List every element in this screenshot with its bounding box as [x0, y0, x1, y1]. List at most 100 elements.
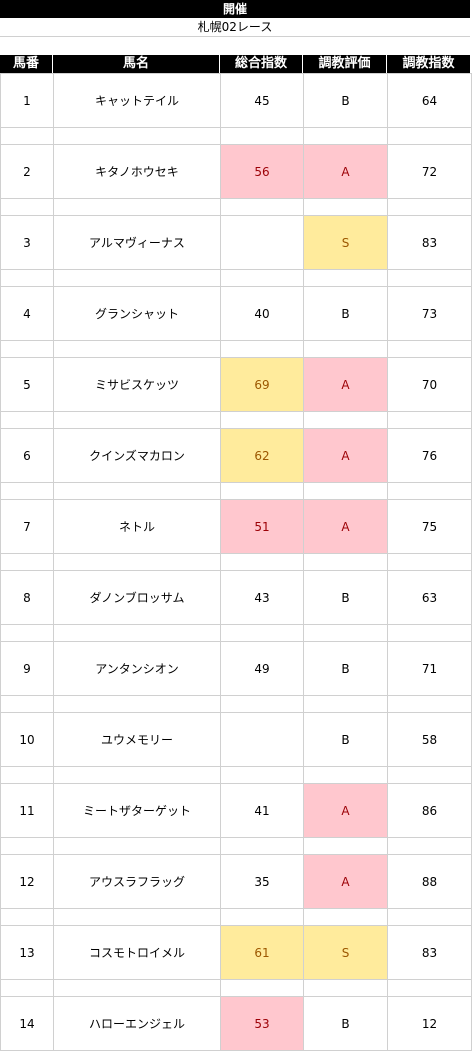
race-subtitle: 札幌02レース — [0, 19, 470, 37]
cell-total-index: 40 — [220, 286, 304, 341]
cell-horse-name: ユウメモリー — [53, 712, 221, 767]
spacer-cell — [220, 837, 304, 855]
spacer-cell — [220, 127, 304, 145]
spacer-row — [0, 624, 472, 642]
spacer-cell — [53, 624, 221, 642]
cell-training-grade: A — [303, 499, 388, 554]
cell-training-index: 64 — [387, 73, 472, 128]
cell-training-grade: B — [303, 641, 388, 696]
cell-training-index: 71 — [387, 641, 472, 696]
spacer-row — [0, 908, 472, 926]
col-header-idx: 調教指数 — [387, 55, 470, 73]
spacer-cell — [387, 695, 472, 713]
table-row: 9 アンタンシオン 49 B 71 — [0, 641, 472, 696]
cell-horse-number: 8 — [0, 570, 54, 625]
spacer-cell — [303, 482, 388, 500]
table-row: 11 ミートザターゲット 41 A 86 — [0, 783, 472, 838]
cell-training-grade: A — [303, 783, 388, 838]
cell-horse-number: 5 — [0, 357, 54, 412]
cell-training-index: 76 — [387, 428, 472, 483]
spacer-cell — [303, 624, 388, 642]
spacer-cell — [220, 695, 304, 713]
cell-horse-name: アンタンシオン — [53, 641, 221, 696]
spacer-cell — [220, 482, 304, 500]
spacer-cell — [0, 127, 54, 145]
spacer-cell — [53, 553, 221, 571]
cell-training-grade: A — [303, 144, 388, 199]
spacer-cell — [53, 269, 221, 287]
cell-training-index: 12 — [387, 996, 472, 1051]
cell-horse-number: 4 — [0, 286, 54, 341]
table-row: 3 アルマヴィーナス S 83 — [0, 215, 472, 270]
cell-training-index: 83 — [387, 215, 472, 270]
spacer-cell — [303, 766, 388, 784]
spacer-cell — [0, 482, 54, 500]
spacer-cell — [53, 837, 221, 855]
cell-training-index: 63 — [387, 570, 472, 625]
cell-horse-number: 1 — [0, 73, 54, 128]
spacer-cell — [387, 269, 472, 287]
spacer-cell — [387, 340, 472, 358]
spacer-cell — [303, 127, 388, 145]
spacer-cell — [53, 411, 221, 429]
cell-horse-name: ミートザターゲット — [53, 783, 221, 838]
spacer-cell — [220, 411, 304, 429]
cell-horse-name: コスモトロイメル — [53, 925, 221, 980]
cell-total-index: 49 — [220, 641, 304, 696]
cell-training-grade: S — [303, 215, 388, 270]
spacer-cell — [53, 979, 221, 997]
col-header-name: 馬名 — [53, 55, 219, 73]
page-title: 開催 — [0, 0, 470, 18]
spacer-cell — [53, 482, 221, 500]
spacer-cell — [303, 198, 388, 216]
cell-horse-number: 13 — [0, 925, 54, 980]
table-row: 14 ハローエンジェル 53 B 12 — [0, 996, 472, 1051]
spacer-cell — [387, 198, 472, 216]
cell-training-grade: B — [303, 286, 388, 341]
table-row: 8 ダノンブロッサム 43 B 63 — [0, 570, 472, 625]
cell-training-index: 88 — [387, 854, 472, 909]
spacer-cell — [387, 411, 472, 429]
cell-total-index: 43 — [220, 570, 304, 625]
cell-training-grade: A — [303, 428, 388, 483]
spacer-cell — [53, 695, 221, 713]
spacer-cell — [387, 908, 472, 926]
spacer-cell — [303, 908, 388, 926]
cell-training-index: 86 — [387, 783, 472, 838]
cell-horse-name: クインズマカロン — [53, 428, 221, 483]
spacer-row — [0, 482, 472, 500]
cell-training-grade: A — [303, 357, 388, 412]
col-header-eval: 調教評価 — [303, 55, 386, 73]
spacer-cell — [303, 269, 388, 287]
spacer-cell — [0, 837, 54, 855]
spacer-cell — [53, 198, 221, 216]
cell-horse-name: キャットテイル — [53, 73, 221, 128]
cell-total-index: 35 — [220, 854, 304, 909]
spacer-cell — [303, 837, 388, 855]
spacer-cell — [220, 908, 304, 926]
cell-training-grade: B — [303, 712, 388, 767]
cell-horse-name: ミサビスケッツ — [53, 357, 221, 412]
spacer-cell — [220, 269, 304, 287]
cell-total-index — [220, 712, 304, 767]
cell-horse-number: 3 — [0, 215, 54, 270]
spacer-row — [0, 127, 472, 145]
spacer-cell — [303, 340, 388, 358]
spacer-row — [0, 340, 472, 358]
cell-training-index: 70 — [387, 357, 472, 412]
cell-total-index: 53 — [220, 996, 304, 1051]
cell-training-index: 73 — [387, 286, 472, 341]
spacer-cell — [220, 766, 304, 784]
spacer-cell — [387, 482, 472, 500]
cell-horse-number: 7 — [0, 499, 54, 554]
spacer-row — [0, 695, 472, 713]
spacer-cell — [220, 553, 304, 571]
spacer-cell — [0, 695, 54, 713]
cell-total-index: 62 — [220, 428, 304, 483]
spacer-cell — [220, 624, 304, 642]
spacer-cell — [0, 340, 54, 358]
spacer-cell — [303, 695, 388, 713]
spacer-cell — [387, 127, 472, 145]
cell-total-index: 61 — [220, 925, 304, 980]
spacer-cell — [303, 411, 388, 429]
